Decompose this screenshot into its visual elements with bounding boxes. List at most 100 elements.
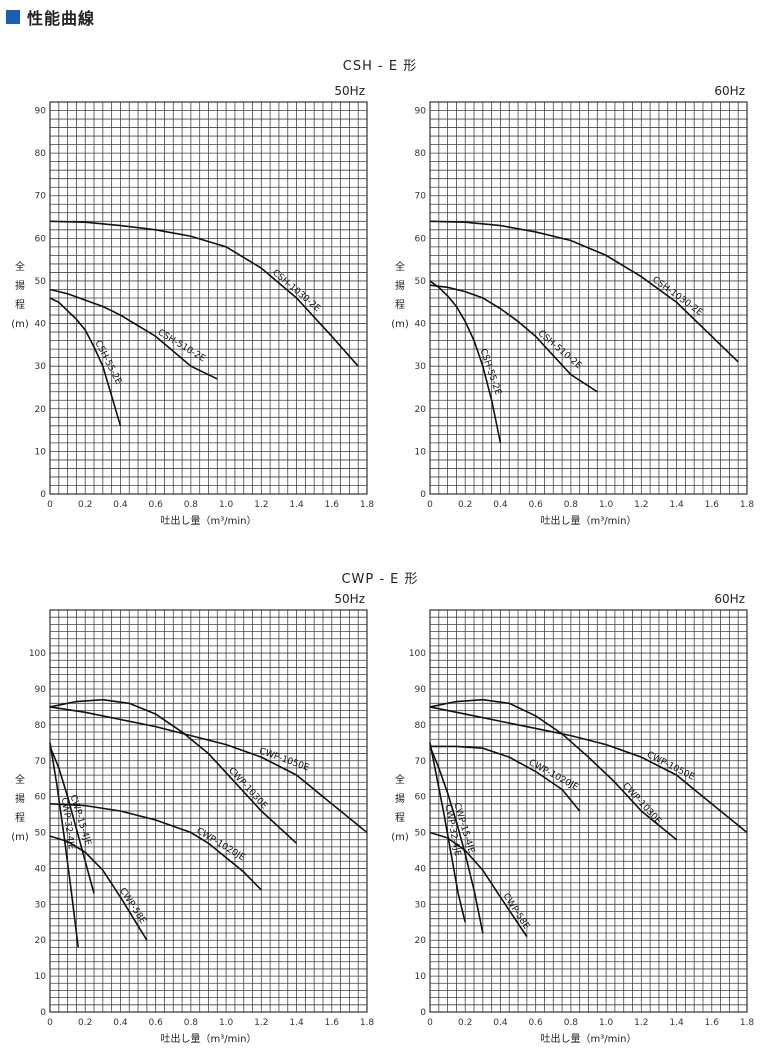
y-axis-label: 揚 xyxy=(15,792,25,805)
y-tick-label: 80 xyxy=(35,721,47,731)
chart-svg-cwp-50hz: 0 0.2 0.4 0.6 0.8 1.0 1.2 1.4 1.6 1.8 10 20 30 40 50 60… xyxy=(11,592,375,1045)
chart-csh-50hz: 0 0.2 0.4 0.6 0.8 1.0 1.2 1.4 1.6 1.8 10 20 30 40 50 60… xyxy=(0,76,380,527)
x-tick-label: 0.2 xyxy=(78,1018,92,1028)
chart-cwp-50hz: 0 0.2 0.4 0.6 0.8 1.0 1.2 1.4 1.6 1.8 10 20 30 40 50 60… xyxy=(0,590,380,1045)
series-line-cwp-1030e xyxy=(429,698,678,841)
x-tick-label: 1.8 xyxy=(360,500,375,510)
series-line-csh-1030-2e xyxy=(49,220,359,367)
x-tick-label: 0.4 xyxy=(113,1018,128,1028)
y-tick-label: 50 xyxy=(35,829,47,839)
y-tick-label: 50 xyxy=(35,277,47,287)
x-tick-label: 0.2 xyxy=(78,500,92,510)
series-line-csh-1030-2e xyxy=(429,220,739,363)
y-tick-label: 10 xyxy=(35,972,47,982)
series-label: CSH-510-2E xyxy=(536,329,584,372)
y-tick-label: 30 xyxy=(35,900,47,910)
y-tick-label: 90 xyxy=(35,107,47,117)
chart-svg-csh-50hz: 0 0.2 0.4 0.6 0.8 1.0 1.2 1.4 1.6 1.8 10 20 30 40 50 60… xyxy=(11,84,375,527)
y-axis-label: (m) xyxy=(11,832,29,843)
frequency-label: 60Hz xyxy=(714,84,745,98)
series-line-cwp-1030e xyxy=(49,698,298,844)
x-tick-label: 1.6 xyxy=(325,500,340,510)
x-axis-label: 吐出し量（m³/min） xyxy=(541,1032,637,1045)
series-label: CSH-55-2E xyxy=(478,348,503,397)
series-line-cwp-15-4je xyxy=(429,746,484,934)
x-tick-label: 1.4 xyxy=(669,1018,684,1028)
x-tick-label: 0.2 xyxy=(458,500,472,510)
series-label: CSH-55-2E xyxy=(92,339,123,387)
chart-svg-csh-60hz: 0 0.2 0.4 0.6 0.8 1.0 1.2 1.4 1.6 1.8 10 20 30 40 50 60… xyxy=(391,84,754,527)
y-tick-label: 0 xyxy=(420,490,426,500)
series-line-csh-510-2e xyxy=(429,284,598,393)
grid xyxy=(429,101,748,495)
x-tick-label: 1.0 xyxy=(599,1018,614,1028)
title-square-icon xyxy=(6,10,20,24)
y-tick-label: 60 xyxy=(415,793,427,803)
x-tick-label: 1.2 xyxy=(634,500,648,510)
series-line-csh-55-2e xyxy=(429,280,502,444)
x-tick-label: 0.2 xyxy=(458,1018,472,1028)
grid xyxy=(429,609,748,1013)
x-tick-label: 0.4 xyxy=(493,1018,508,1028)
y-tick-label: 40 xyxy=(35,320,47,330)
x-tick-label: 1.8 xyxy=(360,1018,375,1028)
y-axis-label: 程 xyxy=(395,812,405,824)
x-tick-label: 0.8 xyxy=(564,500,579,510)
x-tick-label: 0.8 xyxy=(564,1018,579,1028)
y-tick-label: 10 xyxy=(415,972,427,982)
y-axis-label: 程 xyxy=(15,299,25,311)
y-tick-label: 70 xyxy=(35,192,47,202)
x-tick-label: 1.4 xyxy=(289,1018,304,1028)
series-line-cwp-1050e xyxy=(429,706,748,834)
x-tick-label: 1.6 xyxy=(325,1018,340,1028)
frequency-label: 50Hz xyxy=(334,84,365,98)
x-tick-label: 0.6 xyxy=(149,1018,164,1028)
y-tick-label: 40 xyxy=(35,864,47,874)
y-tick-label: 100 xyxy=(409,649,426,659)
y-tick-label: 30 xyxy=(415,362,427,372)
x-tick-label: 1.2 xyxy=(254,1018,268,1028)
series-line-cwp-58e xyxy=(429,831,528,938)
x-tick-label: 0 xyxy=(427,500,433,510)
series-line-csh-55-2e xyxy=(49,297,122,427)
y-tick-label: 20 xyxy=(35,405,47,415)
plot-frame xyxy=(429,101,748,495)
chart-cwp-60hz: 0 0.2 0.4 0.6 0.8 1.0 1.2 1.4 1.6 1.8 10 20 30 40 50 60… xyxy=(380,590,760,1045)
series-line-cwp-1050e xyxy=(49,706,368,834)
y-tick-label: 90 xyxy=(415,107,427,117)
page-title: 性能曲線 xyxy=(27,9,96,28)
y-tick-label: 40 xyxy=(415,864,427,874)
series-label: CWP-1020JE xyxy=(194,826,246,863)
y-tick-label: 80 xyxy=(415,721,427,731)
frequency-label: 50Hz xyxy=(334,592,365,606)
y-tick-label: 60 xyxy=(35,793,47,803)
series-label: CSH-1030-2E xyxy=(650,275,704,318)
y-axis-label: 全 xyxy=(15,773,25,786)
series-line-cwp-1020je xyxy=(430,745,581,812)
y-axis-label: 全 xyxy=(395,260,405,273)
y-tick-label: 20 xyxy=(415,936,427,946)
x-axis-label: 吐出し量（m³/min） xyxy=(161,514,257,527)
y-tick-label: 80 xyxy=(415,149,427,159)
grid xyxy=(49,101,368,495)
y-tick-label: 90 xyxy=(415,685,427,695)
chart-svg-cwp-60hz: 0 0.2 0.4 0.6 0.8 1.0 1.2 1.4 1.6 1.8 10 20 30 40 50 60… xyxy=(391,592,754,1045)
series-label: CWP-1050E xyxy=(645,750,696,783)
x-tick-label: 0.4 xyxy=(493,500,508,510)
y-axis-label: 全 xyxy=(395,773,405,786)
y-tick-label: 70 xyxy=(415,192,427,202)
x-tick-label: 1.2 xyxy=(254,500,268,510)
x-tick-label: 0.6 xyxy=(529,500,544,510)
frequency-label: 60Hz xyxy=(714,592,745,606)
y-axis-label: (m) xyxy=(391,832,409,843)
x-tick-label: 0.6 xyxy=(529,1018,544,1028)
plot-frame xyxy=(49,609,368,1013)
y-axis-label: 全 xyxy=(15,260,25,273)
y-tick-label: 30 xyxy=(35,362,47,372)
y-axis-label: (m) xyxy=(391,319,409,330)
y-tick-label: 90 xyxy=(35,685,47,695)
y-tick-label: 100 xyxy=(29,649,46,659)
x-tick-label: 1.4 xyxy=(289,500,304,510)
y-tick-label: 80 xyxy=(35,149,47,159)
y-axis-label: 揚 xyxy=(395,279,405,292)
